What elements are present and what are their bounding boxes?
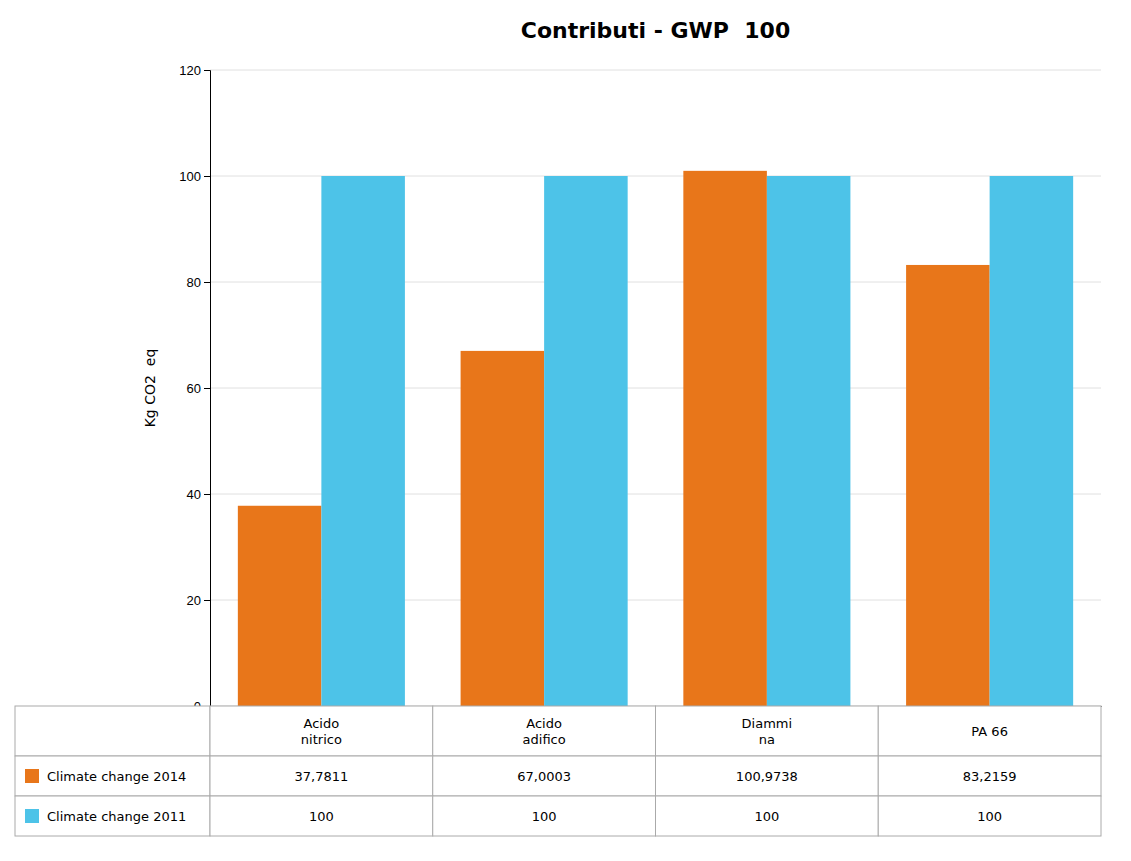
y-tick-label: 80 <box>187 275 201 290</box>
bar <box>683 171 767 706</box>
bar <box>767 176 851 706</box>
category-label-line: PA 66 <box>971 724 1008 739</box>
y-tick-mark <box>204 494 210 495</box>
table-value: 67,0003 <box>517 769 571 784</box>
y-tick-label: 20 <box>187 593 201 608</box>
y-tick: 60 <box>187 381 210 396</box>
bar <box>544 176 628 706</box>
table-value: 100 <box>754 809 779 824</box>
table-cell <box>210 706 433 756</box>
table-cell <box>878 796 1101 836</box>
category-label-line: Diammi <box>742 716 793 731</box>
plot: 020406080100120 <box>179 63 1101 714</box>
y-tick-label: 120 <box>179 63 201 78</box>
legend-swatch <box>25 769 39 783</box>
y-axis-title: Kg CO2 eq <box>142 349 158 428</box>
table-cell <box>210 796 433 836</box>
y-tick-mark <box>204 388 210 389</box>
category-label-line: Acido <box>304 716 340 731</box>
table-cell <box>878 706 1101 756</box>
table-cell <box>433 756 656 796</box>
y-tick-label: 40 <box>187 487 201 502</box>
bar <box>238 506 322 706</box>
chart: Contributi - GWP 100020406080100120Kg CO… <box>0 0 1131 861</box>
table-value: 100 <box>532 809 557 824</box>
category-label: Acidoadifico <box>523 716 566 747</box>
y-tick-mark <box>204 600 210 601</box>
table-cell <box>15 706 210 756</box>
table-cell <box>433 796 656 836</box>
y-tick-mark <box>204 70 210 71</box>
category-label: Acidonitrico <box>301 716 342 747</box>
y-tick-label: 60 <box>187 381 201 396</box>
legend-label: Climate change 2011 <box>47 809 186 824</box>
grid <box>210 70 1101 706</box>
bar <box>461 351 545 706</box>
legend-swatch <box>25 809 39 823</box>
table-value: 37,7811 <box>294 769 348 784</box>
y-tick: 80 <box>187 275 210 290</box>
category-label-line: adifico <box>523 732 566 747</box>
table-value: 100 <box>977 809 1002 824</box>
category-label: PA 66 <box>971 724 1008 739</box>
table-cell <box>15 796 210 836</box>
y-tick: 120 <box>179 63 210 78</box>
category-label-line: Acido <box>526 716 562 731</box>
y-tick-mark <box>204 176 210 177</box>
table-value: 100 <box>309 809 334 824</box>
y-tick: 100 <box>179 169 210 184</box>
category-label-line: nitrico <box>301 732 342 747</box>
grid-line <box>210 70 1101 71</box>
bar <box>906 265 990 706</box>
bar <box>990 176 1074 706</box>
table-cell <box>433 706 656 756</box>
y-axis: 020406080100120 <box>179 63 210 714</box>
table-cell <box>878 756 1101 796</box>
bars <box>238 171 1073 706</box>
table-cell <box>15 756 210 796</box>
category-label-line: na <box>759 732 775 747</box>
y-tick-mark <box>204 282 210 283</box>
table-cell <box>210 756 433 796</box>
table-cell <box>656 756 879 796</box>
legend-label: Climate change 2014 <box>47 769 186 784</box>
y-axis-line <box>204 71 211 707</box>
category-label: Diammina <box>742 716 793 747</box>
table-cell <box>656 796 879 836</box>
bar <box>321 176 405 706</box>
table-value: 100,9738 <box>736 769 798 784</box>
table-cell <box>656 706 879 756</box>
y-tick-label: 100 <box>179 169 201 184</box>
title: Contributi - GWP 100 <box>521 18 790 43</box>
y-tick: 40 <box>187 487 210 502</box>
y-tick: 20 <box>187 593 210 608</box>
table: AcidonitricoAcidoadificoDiamminaPA 66Cli… <box>15 706 1101 836</box>
table-value: 83,2159 <box>963 769 1017 784</box>
